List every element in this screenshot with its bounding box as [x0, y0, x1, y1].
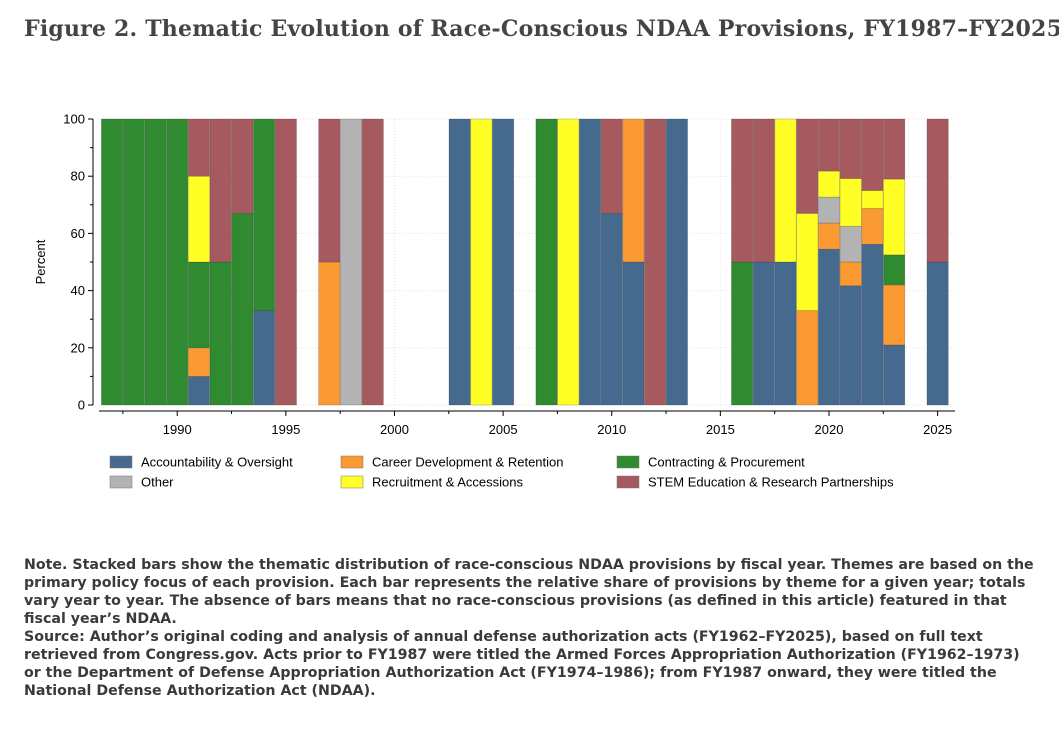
bar-2012-stem [644, 118, 667, 406]
bar-1997-car [318, 261, 341, 406]
bar-2023-acc [883, 344, 906, 406]
bar-2021-car [839, 261, 862, 287]
bar-2011-car [622, 118, 645, 263]
x-tick-label-1990: 1990 [163, 422, 192, 437]
bar-2023-rec [883, 178, 906, 256]
figure-title: Figure 2. Thematic Evolution of Race-Con… [24, 16, 1059, 42]
legend-swatch-con [616, 455, 640, 469]
bar-2009-acc [579, 118, 601, 406]
bar-2020-stem [818, 118, 840, 172]
legend-swatch-oth [109, 475, 133, 489]
x-tick-label-2015: 2015 [706, 422, 735, 437]
bar-2020-car [818, 222, 840, 250]
bar-2007-con [535, 118, 558, 406]
x-tick-label-2025: 2025 [923, 422, 952, 437]
bar-2018-acc [774, 261, 797, 406]
bar-1992-stem [209, 118, 232, 263]
bar-1987-con [101, 118, 123, 406]
bar-1989-con [144, 118, 167, 406]
bar-1998-oth [340, 118, 362, 406]
bar-1991-con [187, 261, 210, 349]
x-tick-label-1995: 1995 [271, 422, 300, 437]
x-tick-label-2005: 2005 [489, 422, 518, 437]
legend-swatch-acc [109, 455, 133, 469]
y-tick-label-20: 20 [71, 340, 85, 355]
bar-2005-acc [492, 118, 515, 406]
note-text: Stacked bars show the thematic distribut… [24, 557, 1034, 627]
legend-label-con: Contracting & Procurement [648, 455, 805, 470]
bar-2004-rec [470, 118, 493, 406]
bar-1993-stem [231, 118, 254, 214]
y-tick-label-40: 40 [71, 283, 85, 298]
bar-2022-rec [861, 190, 884, 209]
bar-2021-acc [839, 285, 862, 406]
bar-1988-con [122, 118, 145, 406]
bar-1995-stem [274, 118, 297, 406]
bar-2010-acc [600, 213, 623, 406]
x-tick-label-2010: 2010 [597, 422, 626, 437]
bar-2020-rec [818, 170, 840, 198]
y-tick-label-100: 100 [63, 112, 85, 127]
legend-label-car: Career Development & Retention [372, 455, 564, 470]
figure-note: Note. Stacked bars show the thematic dis… [24, 556, 1034, 700]
bar-1997-stem [318, 118, 341, 263]
y-tick-label-60: 60 [71, 226, 85, 241]
bar-1994-con [253, 118, 276, 311]
stacked-bar-chart: 0 20 40 60 80 100 Percent 1990 1995 2000 2005 2010 2… [33, 112, 955, 490]
bar-1992-con [209, 261, 232, 406]
bar-1991-rec [187, 175, 210, 263]
bar-2025-acc [926, 261, 949, 406]
legend-label-oth: Other [141, 475, 174, 490]
bar-2019-car [796, 310, 819, 406]
bar-1991-stem [187, 118, 210, 177]
bar-2013-acc [665, 118, 688, 406]
bar-2020-oth [818, 196, 840, 224]
bar-2008-rec [557, 118, 580, 406]
bar-2022-car [861, 208, 884, 245]
bar-2022-acc [861, 243, 884, 406]
bar-2019-rec [796, 213, 819, 311]
bar-1991-acc [187, 376, 210, 406]
legend-label-stem: STEM Education & Research Partnerships [648, 475, 894, 490]
bar-2021-oth [839, 225, 862, 263]
bar-2016-stem [731, 118, 754, 263]
note-lead: Note. [24, 557, 68, 573]
y-tick-label-80: 80 [71, 169, 85, 184]
note-paragraph: Note. Stacked bars show the thematic dis… [24, 556, 1034, 628]
bar-1994-acc [253, 310, 276, 406]
bar-2018-rec [774, 118, 797, 263]
bar-2022-stem [861, 118, 884, 191]
legend-swatch-stem [616, 475, 640, 489]
bar-1999-stem [361, 118, 384, 406]
source-paragraph: Source: Author’s original coding and ana… [24, 629, 1020, 699]
bar-2023-car [883, 284, 906, 346]
bar-2003-acc [448, 118, 471, 406]
legend-swatch-car [340, 455, 364, 469]
bar-1991-car [187, 347, 210, 377]
bar-2011-acc [622, 261, 645, 406]
bar-2023-stem [883, 118, 906, 180]
bar-1993-con [231, 213, 254, 406]
bar-2017-acc [752, 261, 775, 406]
bar-2020-acc [818, 248, 840, 406]
y-axis-label: Percent [33, 239, 48, 284]
bar-2021-stem [839, 118, 862, 179]
bar-2021-rec [839, 178, 862, 227]
legend-swatch-rec [340, 475, 364, 489]
x-tick-label-2000: 2000 [380, 422, 409, 437]
x-tick-label-2020: 2020 [815, 422, 844, 437]
bar-1990-con [166, 118, 189, 406]
y-tick-label-0: 0 [78, 398, 85, 413]
bar-2019-stem [796, 118, 819, 214]
bar-2010-stem [600, 118, 623, 214]
legend-label-acc: Accountability & Oversight [141, 455, 293, 470]
bar-2017-stem [752, 118, 775, 263]
bar-2023-con [883, 254, 906, 286]
bar-2025-stem [926, 118, 949, 263]
legend-label-rec: Recruitment & Accessions [372, 475, 524, 490]
bar-2016-con [731, 261, 754, 406]
